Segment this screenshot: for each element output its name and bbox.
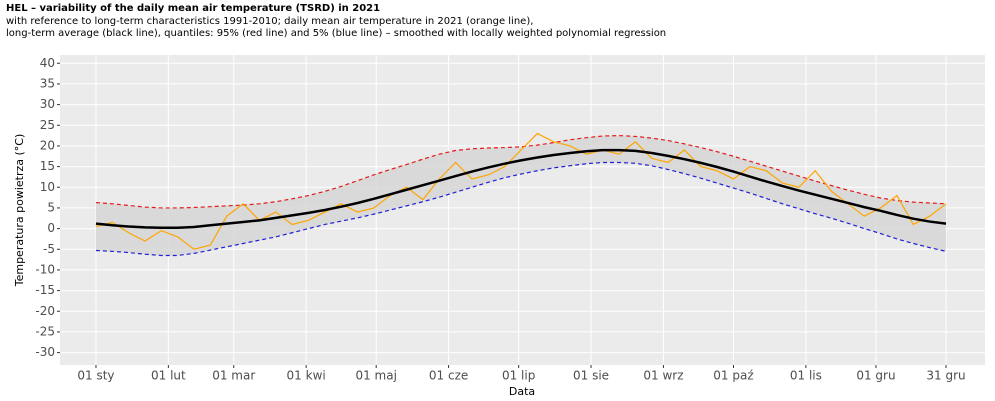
y-tick-label: 10 bbox=[40, 180, 55, 194]
x-tick-label: 31 gru bbox=[926, 369, 965, 383]
y-tick-label: 15 bbox=[40, 159, 55, 173]
x-tick-label: 01 mar bbox=[212, 369, 255, 383]
quantile-band bbox=[95, 135, 947, 256]
y-tick-label: -10 bbox=[35, 262, 55, 276]
x-tick-label: 01 lis bbox=[790, 369, 822, 383]
x-tick-label: 01 paź bbox=[713, 369, 753, 383]
y-tick-label: -5 bbox=[43, 242, 55, 256]
chart-subtitle: long-term average (black line), quantile… bbox=[6, 28, 666, 39]
y-tick-label: 40 bbox=[40, 56, 55, 70]
series-line bbox=[95, 132, 947, 250]
x-tick-label: 01 wrz bbox=[643, 369, 683, 383]
series-line bbox=[95, 161, 947, 257]
x-tick-label: 01 maj bbox=[355, 369, 396, 383]
series-line bbox=[95, 148, 947, 230]
y-axis-label: Temperatura powietrza (°C) bbox=[13, 134, 26, 288]
y-tick-label: 5 bbox=[47, 200, 55, 214]
y-tick-label: -30 bbox=[35, 345, 55, 359]
y-tick-label: 25 bbox=[40, 118, 55, 132]
series-line bbox=[95, 134, 947, 209]
x-tick-label: 01 cze bbox=[429, 369, 468, 383]
x-tick-label: 01 sie bbox=[573, 369, 609, 383]
x-axis-label: Data bbox=[509, 385, 535, 398]
chart-subtitle: with reference to long-term characterist… bbox=[6, 16, 533, 27]
x-tick-label: 01 sty bbox=[77, 369, 114, 383]
chart-title: HEL – variability of the daily mean air … bbox=[6, 3, 380, 14]
y-tick-label: -20 bbox=[35, 304, 55, 318]
x-tick-label: 01 lip bbox=[502, 369, 535, 383]
x-tick-label: 01 gru bbox=[856, 369, 895, 383]
y-tick-label: -15 bbox=[35, 283, 55, 297]
y-tick-label: 0 bbox=[47, 221, 55, 235]
x-tick-label: 01 kwi bbox=[287, 369, 326, 383]
x-tick-label: 01 lut bbox=[151, 369, 186, 383]
y-tick-label: -25 bbox=[35, 324, 55, 338]
y-tick-label: 20 bbox=[40, 138, 55, 152]
y-tick-label: 30 bbox=[40, 97, 55, 111]
y-tick-label: 35 bbox=[40, 76, 55, 90]
